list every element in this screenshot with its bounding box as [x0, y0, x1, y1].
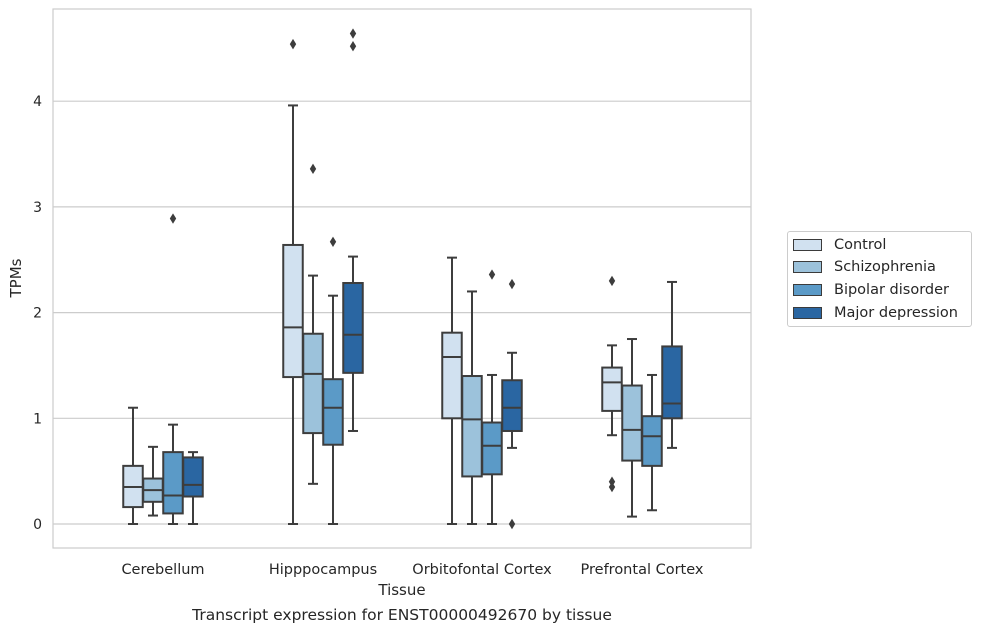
figure-caption: Transcript expression for ENST0000049267…: [192, 606, 612, 624]
y-tick-label: 4: [33, 94, 42, 110]
x-tick-label: Prefrontal Cortex: [581, 562, 704, 578]
legend-swatch-schizophrenia: [793, 261, 822, 273]
outlier-point: [608, 275, 616, 287]
box-iqr: [282, 243, 304, 379]
box-iqr: [621, 384, 643, 462]
box-groups: [122, 28, 683, 530]
box-bipolar-disorder: [162, 213, 184, 525]
box-schizophrenia: [621, 338, 643, 518]
box-control: [601, 275, 623, 493]
legend-label: Major depression: [834, 305, 958, 321]
outlier-point: [488, 269, 496, 280]
legend-label: Schizophrenia: [834, 259, 936, 275]
box-iqr: [162, 451, 184, 515]
legend-item-control: Control: [793, 236, 886, 254]
box-control: [441, 256, 463, 525]
y-tick-label: 0: [33, 517, 42, 533]
legend-swatch-major-depression: [793, 307, 822, 319]
x-tick-label: Cerebellum: [121, 562, 204, 578]
box-major-depression: [661, 280, 683, 449]
box-bipolar-disorder: [641, 373, 663, 512]
legend-swatch-control: [793, 239, 822, 251]
box-iqr: [302, 332, 324, 435]
legend-item-major-depression: Major depression: [793, 304, 958, 322]
outlier-point: [289, 38, 297, 50]
y-tick-label: 3: [33, 200, 42, 216]
x-tick-labels: Cerebellum Hipppocampus Orbitofontal Corte…: [121, 562, 703, 578]
plot-area-frame: [52, 8, 752, 549]
outlier-point: [608, 476, 616, 487]
outlier-point: [349, 28, 357, 39]
box-schizophrenia: [302, 163, 324, 485]
outlier-point: [608, 481, 616, 493]
y-tick-labels: 0 1 2 3 4: [33, 94, 42, 533]
box-iqr: [182, 456, 204, 498]
box-bipolar-disorder: [322, 236, 344, 525]
outlier-point: [508, 278, 516, 290]
legend-label: Bipolar disorder: [834, 282, 949, 298]
y-tick-label: 2: [33, 306, 42, 322]
legend-label: Control: [834, 237, 887, 253]
box-iqr: [441, 331, 463, 420]
box-iqr: [601, 366, 623, 412]
box-iqr: [322, 378, 344, 446]
box-control: [122, 406, 144, 525]
x-tick-label: Orbitofontal Cortex: [412, 562, 552, 578]
outlier-point: [349, 41, 357, 52]
box-major-depression: [182, 451, 204, 525]
x-axis-label: Tissue: [377, 581, 425, 599]
box-iqr: [481, 421, 503, 476]
box-iqr: [501, 379, 523, 432]
legend: Control Schizophrenia Bipolar disorder M…: [787, 231, 972, 327]
outlier-point: [169, 213, 177, 224]
box-control: [282, 38, 304, 525]
outlier-point: [508, 518, 516, 530]
legend-item-bipolar-disorder: Bipolar disorder: [793, 281, 949, 299]
box-schizophrenia: [142, 445, 164, 517]
legend-swatch-bipolar-disorder: [793, 284, 822, 296]
box-iqr: [661, 345, 683, 420]
box-iqr: [461, 375, 483, 478]
box-bipolar-disorder: [481, 269, 503, 525]
box-iqr: [342, 282, 364, 374]
box-schizophrenia: [461, 290, 483, 525]
box-major-depression: [501, 278, 523, 530]
legend-item-schizophrenia: Schizophrenia: [793, 258, 936, 276]
box-major-depression: [342, 28, 364, 432]
y-tick-label: 1: [33, 411, 42, 427]
x-tick-label: Hipppocampus: [269, 562, 377, 578]
box-iqr: [641, 415, 663, 467]
y-axis-label: TPMs: [7, 258, 25, 298]
outlier-point: [309, 163, 317, 175]
outlier-point: [329, 236, 337, 247]
